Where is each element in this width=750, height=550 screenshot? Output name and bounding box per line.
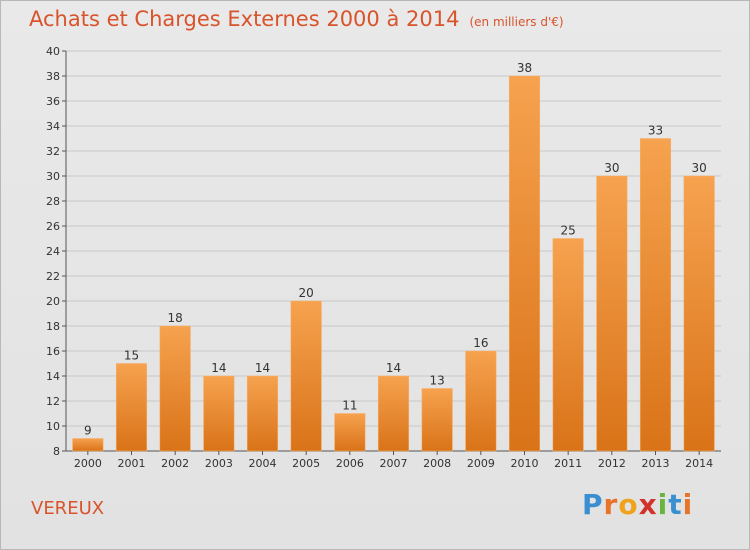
bar <box>334 413 366 452</box>
logo-letter: o <box>618 488 639 521</box>
y-tick-label: 12 <box>46 395 60 408</box>
logo-letter: x <box>638 488 658 521</box>
y-tick-label: 10 <box>46 420 60 433</box>
proxiti-logo: Proxiti <box>582 488 693 521</box>
x-tick-label: 2007 <box>380 457 408 470</box>
x-tick-label: 2012 <box>598 457 626 470</box>
bar <box>639 138 672 452</box>
x-tick-label: 2001 <box>118 457 146 470</box>
bar <box>508 75 541 452</box>
bar-value-label: 15 <box>124 349 139 363</box>
bar <box>596 175 628 452</box>
x-tick-label: 2005 <box>292 457 320 470</box>
bar-value-label: 9 <box>84 424 92 438</box>
x-tick-label: 2003 <box>205 457 233 470</box>
bar-value-label: 33 <box>648 124 663 138</box>
bar <box>552 238 584 452</box>
y-tick-label: 22 <box>46 270 60 283</box>
x-tick-label: 2009 <box>467 457 495 470</box>
bar-value-label: 30 <box>604 161 619 175</box>
chart-title-text: Achats et Charges Externes 2000 à 2014 <box>29 7 460 31</box>
bar <box>290 300 322 452</box>
bar-value-label: 38 <box>517 61 532 75</box>
bar <box>203 375 235 452</box>
chart-title: Achats et Charges Externes 2000 à 2014 (e… <box>29 7 564 31</box>
bar-value-label: 14 <box>211 361 226 375</box>
y-tick-label: 30 <box>46 170 60 183</box>
bar <box>465 350 497 452</box>
bar-value-label: 13 <box>430 374 445 388</box>
x-tick-label: 2010 <box>511 457 539 470</box>
bar <box>72 438 104 452</box>
logo-letter: r <box>603 488 619 521</box>
x-tick-label: 2004 <box>249 457 277 470</box>
bar <box>159 325 191 452</box>
bar-value-label: 14 <box>386 361 401 375</box>
x-tick-label: 2014 <box>685 457 713 470</box>
y-tick-label: 36 <box>46 95 60 108</box>
bar-value-label: 25 <box>561 224 576 238</box>
bar-value-label: 20 <box>299 286 314 300</box>
bar-value-label: 14 <box>255 361 270 375</box>
y-tick-label: 18 <box>46 320 60 333</box>
bar <box>421 388 453 452</box>
bar <box>115 363 148 452</box>
x-tick-label: 2006 <box>336 457 364 470</box>
x-tick-label: 2000 <box>74 457 102 470</box>
x-tick-label: 2002 <box>161 457 189 470</box>
logo-letter: t <box>668 488 683 521</box>
y-tick-label: 16 <box>46 345 60 358</box>
bar <box>377 375 410 452</box>
y-tick-label: 24 <box>46 245 60 258</box>
y-tick-label: 38 <box>46 70 60 83</box>
logo-letter: P <box>582 488 604 521</box>
bar <box>683 175 715 452</box>
y-tick-label: 8 <box>53 445 60 458</box>
x-tick-label: 2011 <box>554 457 582 470</box>
location-label: VEREUX <box>31 498 105 519</box>
chart-subtitle: (en milliers d'€) <box>469 15 564 29</box>
y-tick-label: 20 <box>46 295 60 308</box>
bar <box>246 375 279 452</box>
y-tick-label: 34 <box>46 120 60 133</box>
logo-letter: i <box>657 488 669 521</box>
y-tick-label: 14 <box>46 370 60 383</box>
bar-value-label: 18 <box>168 311 183 325</box>
y-tick-label: 28 <box>46 195 60 208</box>
logo-letter: i <box>682 488 694 521</box>
y-tick-label: 26 <box>46 220 60 233</box>
bar-value-label: 16 <box>473 336 488 350</box>
y-tick-label: 40 <box>46 45 60 58</box>
bar-value-label: 11 <box>342 399 357 413</box>
x-tick-label: 2008 <box>423 457 451 470</box>
y-tick-label: 32 <box>46 145 60 158</box>
bar-value-label: 30 <box>692 161 707 175</box>
x-tick-label: 2013 <box>642 457 670 470</box>
